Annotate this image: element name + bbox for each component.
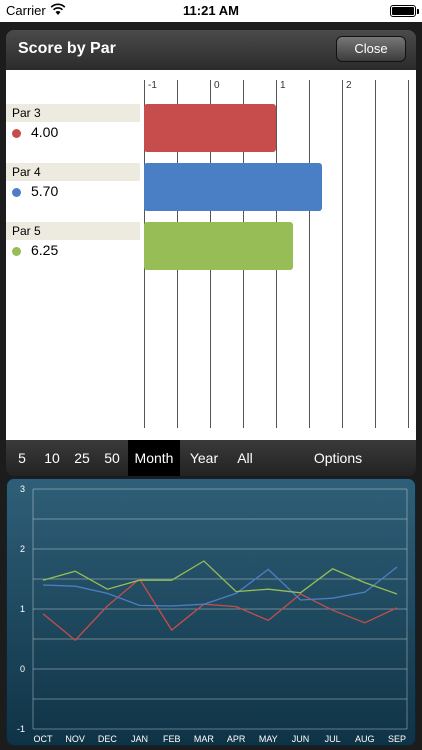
x-tick-label: APR	[227, 734, 246, 744]
category-label: Par 5	[6, 222, 140, 240]
x-tick-label: -1	[148, 80, 157, 91]
x-tick-label: MAR	[194, 734, 215, 744]
y-tick-label: 2	[20, 544, 25, 554]
series-line-0	[42, 578, 398, 642]
range-25[interactable]: 25	[74, 450, 90, 466]
battery-icon	[390, 5, 419, 17]
y-tick-label: 1	[20, 604, 25, 614]
range-5[interactable]: 5	[18, 450, 26, 466]
category-value: 5.70	[12, 183, 58, 199]
range-10[interactable]: 10	[44, 450, 60, 466]
category-value-text: 5.70	[31, 183, 59, 199]
gridline	[408, 80, 409, 428]
x-tick-label: AUG	[355, 734, 375, 744]
trend-chart-svg: 3 2 1 0 -1 OCT NOV DEC JAN FEB MAR APR MAY JUN JUL AUG S…	[17, 484, 408, 744]
bar-par-5[interactable]	[144, 222, 293, 270]
bar-par-3[interactable]	[144, 104, 276, 152]
bar-par-4[interactable]	[144, 163, 323, 211]
gridline	[342, 80, 343, 428]
gridline	[309, 80, 310, 428]
gridline	[375, 80, 376, 428]
x-tick-label: 1	[280, 80, 286, 91]
category-label: Par 4	[6, 163, 140, 181]
category-value: 4.00	[12, 124, 58, 140]
status-bar: Carrier 11:21 AM	[0, 0, 422, 22]
range-50[interactable]: 50	[104, 450, 120, 466]
x-tick-label: JAN	[131, 734, 148, 744]
page-title: Score by Par	[18, 40, 116, 57]
y-tick-label: 3	[20, 484, 25, 494]
score-by-par-chart: -1 0 1 2 Par 3 4.00 Par 4 5.70 Par 5 6.25	[6, 70, 416, 442]
range-year[interactable]: Year	[189, 450, 219, 466]
y-tick-label: 0	[20, 664, 25, 674]
category-value: 6.25	[12, 242, 58, 258]
close-button[interactable]: Close	[336, 36, 406, 62]
x-tick-label: 2	[346, 80, 352, 91]
category-value-text: 4.00	[31, 124, 59, 140]
carrier-label: Carrier	[6, 3, 46, 18]
legend-dot	[12, 187, 21, 197]
x-tick-label: MAY	[259, 734, 278, 744]
x-tick-label: FEB	[163, 734, 181, 744]
x-tick-label: JUL	[325, 734, 341, 744]
x-tick-label: 0	[214, 80, 220, 91]
x-tick-label: JUN	[292, 734, 310, 744]
series-line-2	[42, 560, 398, 595]
legend-dot	[12, 128, 21, 138]
x-tick-label: SEP	[388, 734, 406, 744]
y-tick-label: -1	[17, 724, 25, 734]
series-line-1	[42, 566, 398, 607]
header: Score by Par Close	[6, 30, 416, 70]
options-button[interactable]: Options	[313, 450, 363, 466]
category-value-text: 6.25	[31, 242, 59, 258]
category-label: Par 3	[6, 104, 140, 122]
x-tick-label: DEC	[98, 734, 118, 744]
trend-chart: 3 2 1 0 -1 OCT NOV DEC JAN FEB MAR APR MAY JUN JUL AUG S…	[6, 478, 416, 746]
range-selector: 5 10 25 50 Month Year All Options	[6, 440, 416, 476]
clock: 11:21 AM	[183, 3, 239, 18]
app-frame: Score by Par Close -1 0 1 2 Par 3 4.00 Par 4 5.…	[0, 22, 422, 750]
legend-dot	[12, 246, 21, 256]
x-tick-label: NOV	[65, 734, 85, 744]
x-tick-label: OCT	[34, 734, 54, 744]
wifi-icon	[50, 3, 66, 15]
range-all[interactable]: All	[237, 450, 253, 466]
range-month[interactable]: Month	[128, 440, 180, 476]
